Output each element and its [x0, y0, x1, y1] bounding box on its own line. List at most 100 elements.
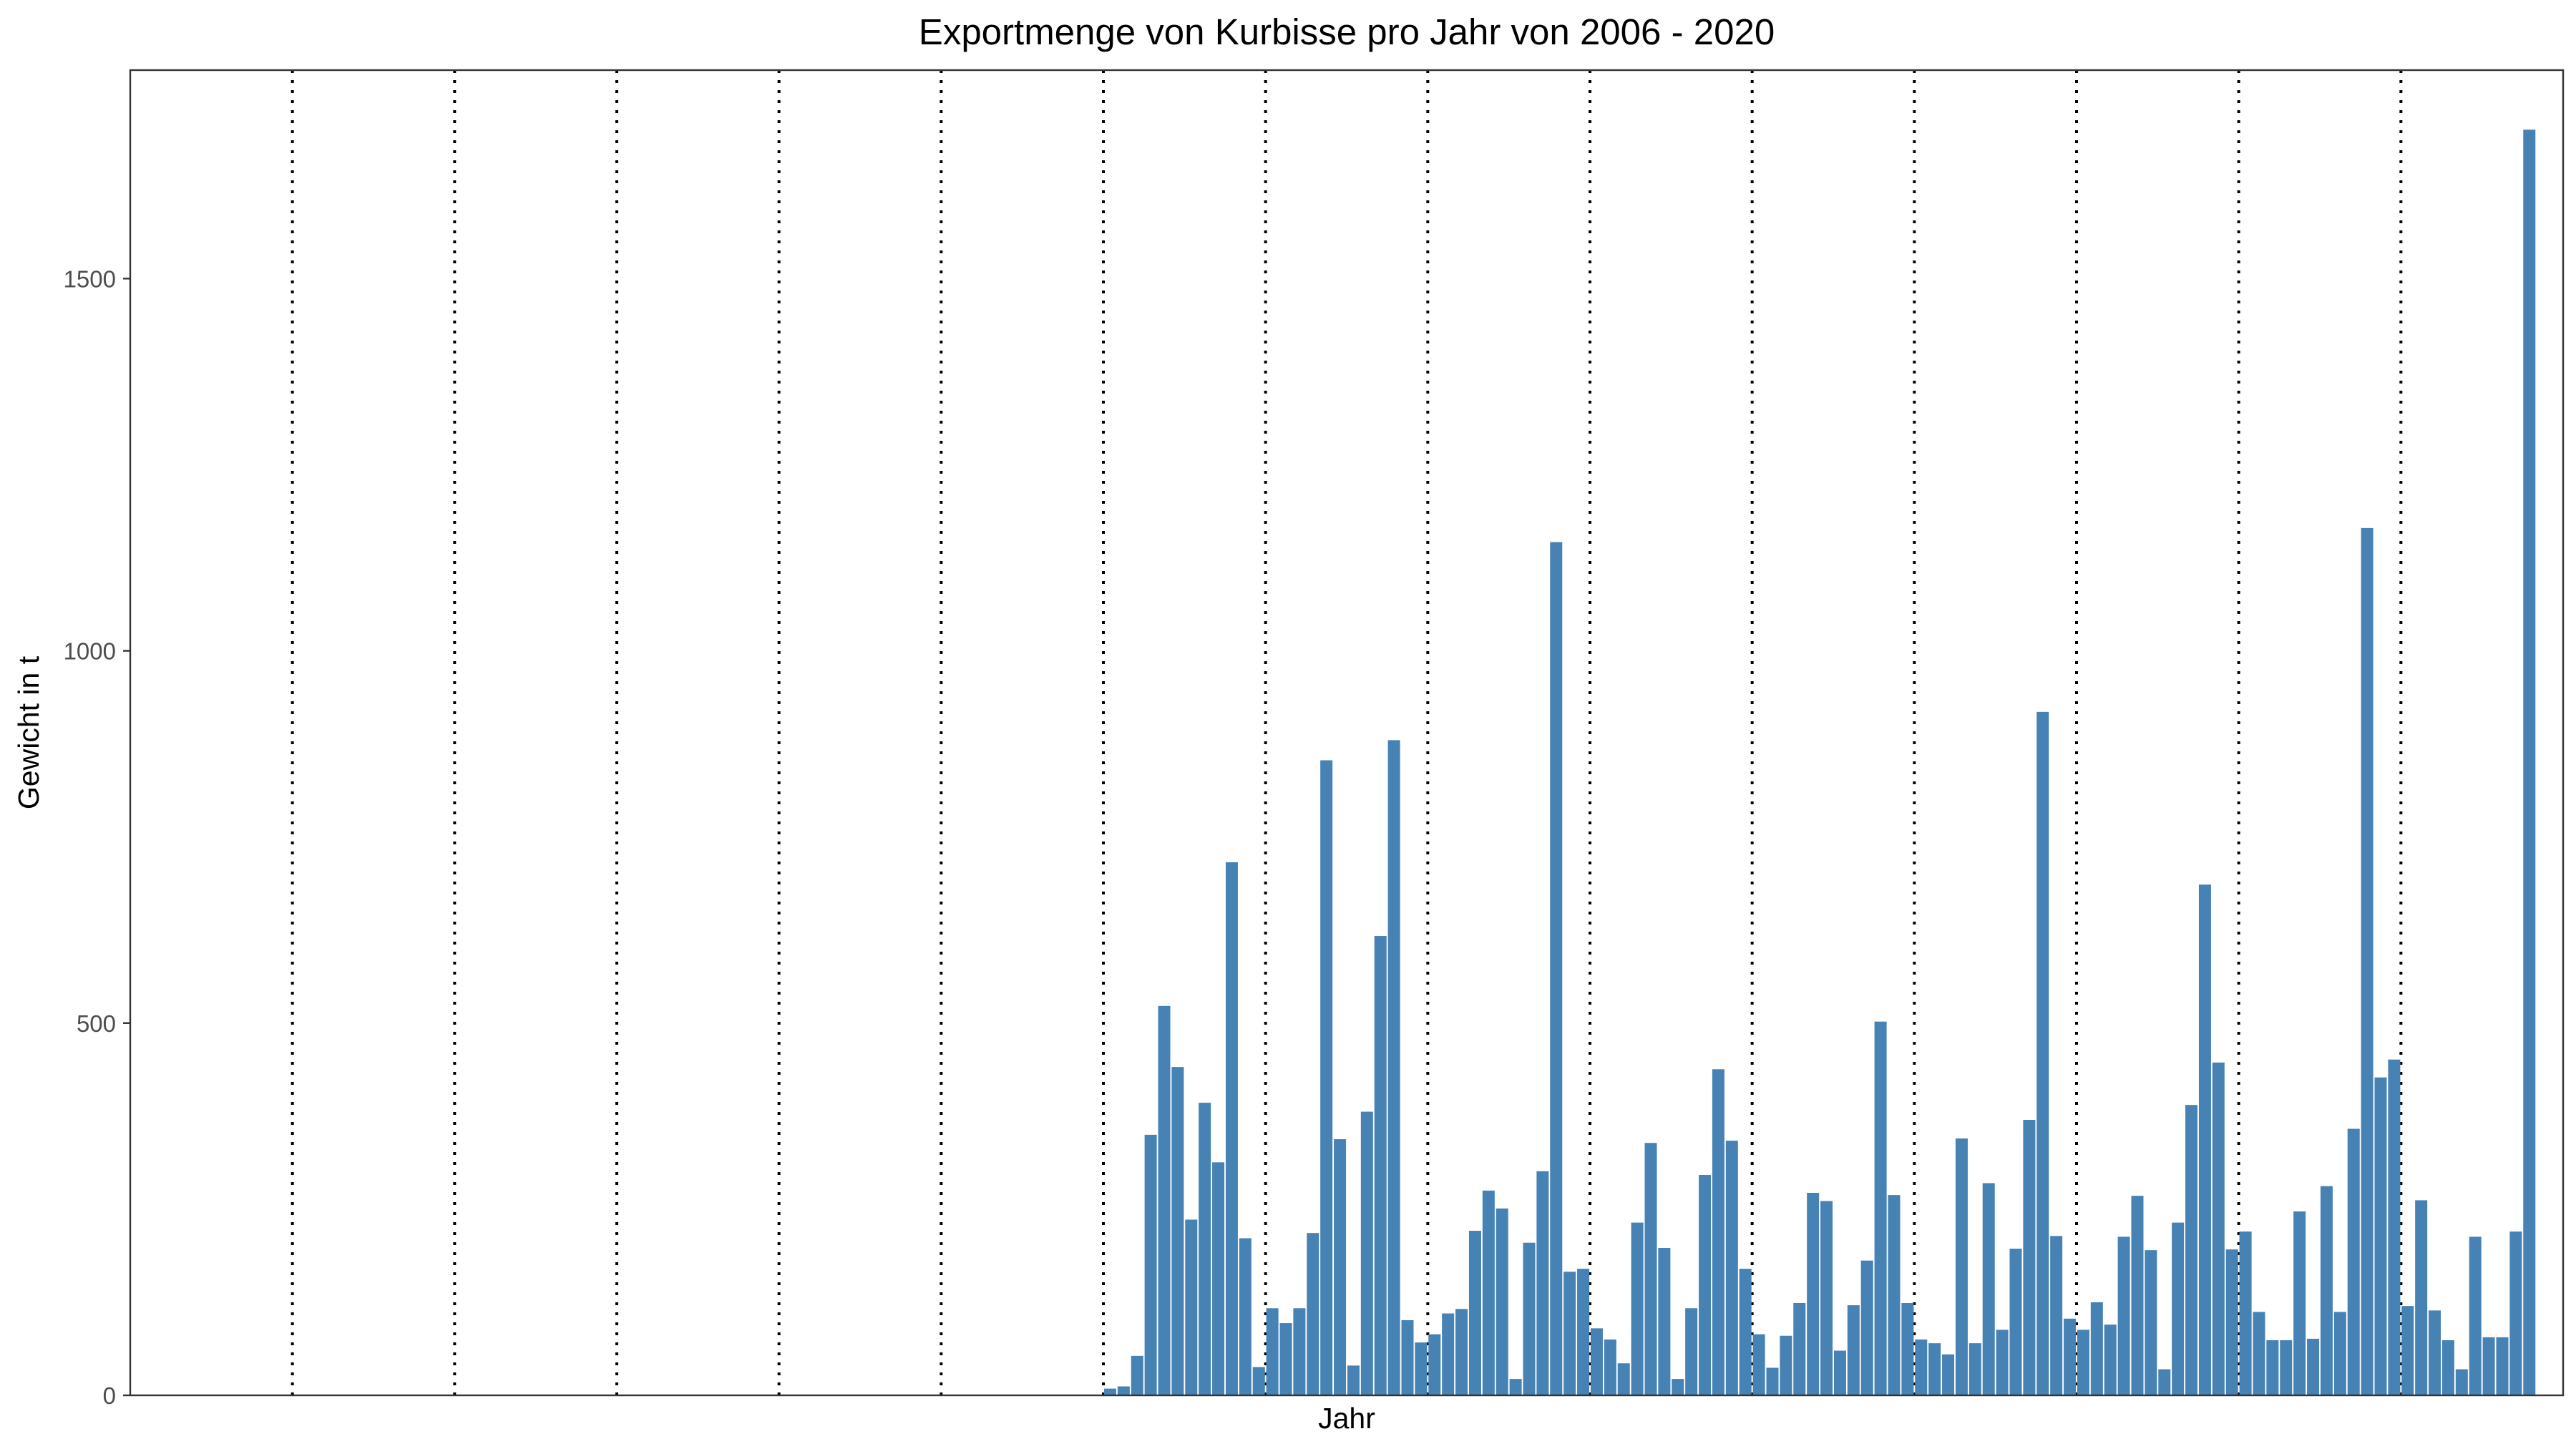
- bar-118: [1712, 1069, 1724, 1395]
- bar-153: [2185, 1105, 2198, 1395]
- bar-149: [2131, 1196, 2144, 1395]
- bar-133: [1915, 1339, 1928, 1395]
- bar-79: [1185, 1219, 1198, 1395]
- bar-87: [1293, 1308, 1306, 1395]
- bar-80: [1199, 1103, 1211, 1395]
- bar-82: [1225, 862, 1238, 1395]
- bar-99: [1455, 1309, 1468, 1395]
- bar-122: [1766, 1367, 1779, 1395]
- bar-119: [1725, 1141, 1738, 1395]
- bar-137: [1968, 1343, 1981, 1395]
- chart-title: Exportmenge von Kurbisse pro Jahr von 20…: [919, 11, 1775, 52]
- bar-170: [2415, 1200, 2428, 1395]
- bar-91: [1347, 1365, 1360, 1395]
- bar-140: [2009, 1249, 2022, 1395]
- plot-panel-border: [129, 69, 2565, 1397]
- bar-110: [1604, 1339, 1616, 1395]
- bar-108: [1577, 1269, 1590, 1395]
- bar-88: [1307, 1233, 1319, 1395]
- bar-130: [1874, 1021, 1887, 1395]
- bar-77: [1158, 1005, 1171, 1395]
- bar-117: [1699, 1175, 1712, 1395]
- bar-178: [2523, 130, 2536, 1395]
- bar-97: [1428, 1334, 1441, 1395]
- bar-158: [2253, 1312, 2265, 1395]
- bar-92: [1360, 1111, 1373, 1395]
- bar-125: [1807, 1192, 1820, 1395]
- bar-177: [2509, 1231, 2522, 1395]
- bar-84: [1252, 1367, 1265, 1395]
- bar-102: [1496, 1208, 1508, 1395]
- bar-128: [1847, 1305, 1860, 1395]
- bar-165: [2347, 1128, 2360, 1395]
- bar-106: [1550, 542, 1563, 1395]
- bar-166: [2361, 527, 2373, 1395]
- bar-135: [1942, 1354, 1955, 1395]
- y-tick-label-500: 500: [77, 1010, 116, 1037]
- bar-159: [2266, 1340, 2279, 1395]
- bar-156: [2225, 1249, 2238, 1395]
- bar-161: [2293, 1211, 2306, 1395]
- bar-157: [2239, 1231, 2252, 1395]
- bar-75: [1131, 1355, 1143, 1395]
- bar-126: [1820, 1201, 1833, 1395]
- bar-127: [1833, 1350, 1846, 1395]
- y-axis-title: Gewicht in t: [12, 655, 45, 809]
- bar-81: [1212, 1162, 1225, 1395]
- bar-142: [2036, 711, 2049, 1395]
- bar-169: [2401, 1306, 2414, 1395]
- bar-134: [1928, 1343, 1941, 1395]
- bar-114: [1658, 1247, 1671, 1395]
- bar-174: [2469, 1236, 2482, 1395]
- bar-109: [1590, 1328, 1603, 1395]
- bar-144: [2064, 1318, 2077, 1395]
- bar-90: [1334, 1139, 1347, 1395]
- bar-76: [1144, 1134, 1157, 1395]
- bar-123: [1780, 1335, 1792, 1395]
- bar-141: [2023, 1120, 2036, 1395]
- bar-111: [1617, 1363, 1630, 1395]
- bar-163: [2320, 1186, 2333, 1395]
- y-tick-label-1500: 1500: [64, 265, 116, 292]
- bar-101: [1482, 1190, 1495, 1395]
- bar-145: [2077, 1330, 2089, 1395]
- y-axis: 0 500 1000 1500: [64, 265, 130, 1409]
- bar-168: [2388, 1059, 2401, 1395]
- bar-151: [2158, 1369, 2171, 1395]
- bar-148: [2117, 1236, 2130, 1395]
- bar-113: [1644, 1143, 1657, 1395]
- bar-124: [1793, 1302, 1806, 1395]
- bar-105: [1536, 1171, 1549, 1395]
- bar-132: [1901, 1302, 1914, 1395]
- bar-173: [2455, 1369, 2468, 1395]
- bar-146: [2090, 1302, 2103, 1395]
- bar-120: [1739, 1269, 1752, 1395]
- bar-116: [1685, 1308, 1698, 1395]
- bar-85: [1266, 1308, 1279, 1395]
- bar-162: [2307, 1338, 2320, 1395]
- bar-131: [1888, 1195, 1901, 1395]
- bar-93: [1374, 936, 1387, 1395]
- bar-155: [2212, 1062, 2225, 1395]
- bar-89: [1320, 760, 1333, 1395]
- bar-112: [1631, 1222, 1644, 1395]
- bar-107: [1563, 1272, 1576, 1395]
- bar-175: [2482, 1337, 2495, 1395]
- bar-172: [2441, 1340, 2454, 1395]
- bar-95: [1401, 1319, 1414, 1395]
- x-axis-title: Jahr: [1318, 1402, 1375, 1435]
- bar-143: [2050, 1236, 2063, 1395]
- bar-115: [1672, 1379, 1684, 1395]
- bar-171: [2429, 1310, 2441, 1395]
- bars-group: [1103, 130, 2536, 1395]
- bar-100: [1468, 1231, 1481, 1395]
- bar-138: [1982, 1183, 1995, 1395]
- bar-73: [1103, 1388, 1116, 1395]
- bar-147: [2104, 1324, 2117, 1395]
- bar-78: [1171, 1067, 1184, 1395]
- bar-121: [1752, 1334, 1765, 1395]
- year-separators: [291, 70, 2403, 1395]
- bar-96: [1415, 1342, 1428, 1395]
